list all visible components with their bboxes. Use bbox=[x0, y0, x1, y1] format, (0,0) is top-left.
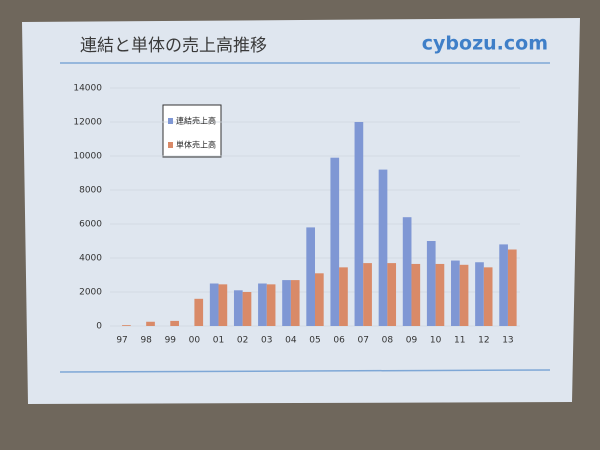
bar bbox=[258, 283, 267, 326]
bar bbox=[194, 298, 204, 326]
bar bbox=[315, 273, 324, 326]
x-tick-label: 00 bbox=[189, 336, 201, 346]
bar bbox=[339, 267, 348, 326]
bar bbox=[282, 280, 291, 326]
bar bbox=[483, 267, 493, 326]
logo: cybozu.com bbox=[422, 33, 548, 55]
legend-label: 連結売上高 bbox=[176, 116, 216, 126]
bar bbox=[426, 241, 436, 326]
footer-rule bbox=[59, 369, 551, 373]
y-tick-label: 8000 bbox=[79, 186, 102, 196]
x-tick-label: 01 bbox=[213, 336, 224, 346]
legend-swatch bbox=[168, 118, 173, 124]
x-tick-label: 09 bbox=[406, 336, 418, 346]
y-tick-label: 6000 bbox=[79, 220, 102, 230]
bar bbox=[435, 263, 445, 326]
x-tick-label: 03 bbox=[261, 336, 272, 346]
bar bbox=[266, 284, 276, 326]
x-tick-label: 97 bbox=[116, 336, 127, 346]
bar bbox=[451, 260, 460, 326]
bar bbox=[507, 249, 517, 326]
bar bbox=[330, 157, 340, 326]
bar bbox=[242, 292, 252, 326]
x-tick-label: 10 bbox=[430, 336, 442, 346]
x-tick-label: 05 bbox=[309, 336, 320, 346]
bar bbox=[209, 283, 219, 326]
x-tick-label: 07 bbox=[358, 336, 369, 346]
x-tick-label: 99 bbox=[165, 336, 177, 346]
bar bbox=[233, 290, 243, 326]
legend-swatch bbox=[168, 142, 173, 148]
bar bbox=[387, 263, 397, 326]
bar bbox=[290, 280, 300, 326]
y-tick-label: 2000 bbox=[79, 288, 102, 298]
x-tick-label: 11 bbox=[454, 336, 465, 346]
y-tick-label: 10000 bbox=[73, 152, 102, 162]
bar bbox=[354, 122, 364, 326]
bar bbox=[363, 263, 372, 326]
bar bbox=[402, 217, 412, 326]
y-tick-label: 14000 bbox=[73, 84, 102, 94]
x-tick-label: 06 bbox=[333, 336, 345, 346]
bar bbox=[306, 227, 315, 326]
legend-label: 単体売上高 bbox=[176, 140, 216, 150]
y-tick-label: 0 bbox=[96, 322, 102, 332]
x-tick-label: 12 bbox=[478, 336, 489, 346]
x-tick-label: 98 bbox=[140, 336, 152, 346]
x-tick-label: 04 bbox=[285, 336, 297, 346]
y-tick-label: 4000 bbox=[79, 254, 102, 264]
bar bbox=[218, 284, 228, 326]
x-tick-label: 08 bbox=[382, 336, 394, 346]
bar bbox=[146, 321, 155, 326]
y-tick-label: 12000 bbox=[73, 118, 102, 128]
bar bbox=[475, 262, 484, 326]
x-tick-label: 13 bbox=[502, 336, 513, 346]
bar bbox=[459, 264, 469, 326]
bar bbox=[122, 325, 131, 326]
bar bbox=[499, 244, 508, 326]
bar bbox=[411, 263, 421, 326]
bar bbox=[170, 320, 179, 326]
slide bbox=[22, 18, 580, 404]
x-tick-label: 02 bbox=[237, 336, 248, 346]
bar bbox=[378, 169, 388, 326]
chart-title: 連結と単体の売上高推移 bbox=[80, 36, 267, 56]
legend bbox=[162, 104, 222, 158]
